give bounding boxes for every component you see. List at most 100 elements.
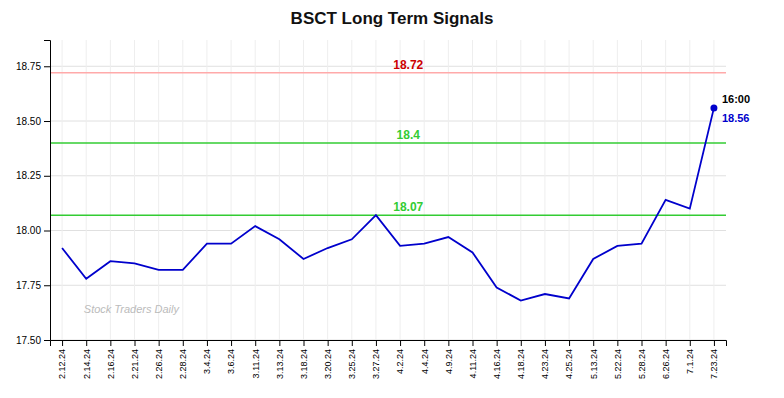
grid-line-x	[713, 40, 714, 340]
x-tick-mark	[617, 340, 618, 346]
x-tick: 3.4.24	[202, 340, 212, 374]
x-tick: 5.13.24	[589, 340, 599, 379]
x-tick-mark	[352, 340, 353, 346]
x-tick: 4.23.24	[540, 340, 550, 379]
x-tick-label: 7.23.24	[709, 349, 719, 379]
x-tick-mark	[666, 340, 667, 346]
x-tick: 4.9.24	[444, 340, 454, 374]
grid-line-y	[50, 175, 726, 176]
y-axis-line	[44, 41, 51, 341]
x-tick-mark	[569, 340, 570, 346]
x-tick-mark	[473, 340, 474, 346]
y-tick-mark	[44, 231, 50, 232]
x-tick-label: 4.25.24	[564, 349, 574, 379]
grid-line-x	[593, 40, 594, 340]
x-tick-mark	[135, 340, 136, 346]
x-tick-label: 4.2.24	[395, 349, 405, 374]
x-tick-mark	[376, 340, 377, 346]
x-tick: 3.18.24	[299, 340, 309, 379]
x-tick: 2.14.24	[82, 340, 92, 379]
grid-line-x	[182, 40, 183, 340]
x-tick-label: 5.22.24	[613, 349, 623, 379]
x-tick: 4.25.24	[564, 340, 574, 379]
reference-line	[50, 72, 726, 74]
x-tick-label: 4.23.24	[540, 349, 550, 379]
grid-line-x	[448, 40, 449, 340]
x-tick: 2.12.24	[57, 340, 67, 379]
grid-line-x	[351, 40, 352, 340]
x-tick: 7.23.24	[709, 340, 719, 379]
x-tick-label: 3.18.24	[299, 349, 309, 379]
x-tick-label: 4.4.24	[420, 349, 430, 374]
grid-line-x	[231, 40, 232, 340]
x-tick-label: 7.1.24	[685, 349, 695, 374]
x-axis: 2.12.24 2.14.24 2.16.24 2.21.24 2.26.24 2.28.…	[51, 340, 727, 379]
y-tick: 18.75	[16, 61, 50, 72]
x-tick-mark	[183, 340, 184, 346]
x-tick-mark	[86, 340, 87, 346]
x-tick-label: 5.13.24	[589, 349, 599, 379]
grid-line-x	[472, 40, 473, 340]
y-tick-mark	[44, 340, 50, 341]
grid-line-x	[617, 40, 618, 340]
x-tick-mark	[207, 340, 208, 346]
x-tick-mark	[448, 340, 449, 346]
grid-line-x	[569, 40, 570, 340]
x-tick-mark	[424, 340, 425, 346]
x-tick-mark	[593, 340, 594, 346]
grid-line-x	[303, 40, 304, 340]
x-tick: 4.4.24	[420, 340, 430, 374]
title: BSCT Long Term Signals	[291, 9, 494, 28]
y-tick-label: 18.50	[16, 116, 41, 127]
x-tick: 2.28.24	[178, 340, 188, 379]
last-point	[710, 104, 717, 111]
x-tick-mark	[231, 340, 232, 346]
x-tick-mark	[110, 340, 111, 346]
x-tick: 4.18.24	[516, 340, 526, 379]
x-tick: 4.2.24	[395, 340, 405, 374]
grid-line-x	[279, 40, 280, 340]
y-tick-label: 17.75	[16, 280, 41, 291]
grid	[50, 40, 726, 340]
x-tick-label: 2.26.24	[154, 349, 164, 379]
x-tick-label: 5.28.24	[637, 349, 647, 379]
chart: 2.12.24 2.14.24 2.16.24 2.21.24 2.26.24 2.28.…	[0, 0, 784, 398]
watermark: Stock Traders Daily	[84, 303, 181, 315]
y-tick: 18.50	[16, 116, 50, 127]
x-tick-label: 2.16.24	[106, 349, 116, 379]
y-tick: 18.00	[16, 225, 50, 236]
x-tick-mark	[545, 340, 546, 346]
x-tick: 2.21.24	[130, 340, 140, 379]
grid-line-x	[689, 40, 690, 340]
x-tick: 3.25.24	[347, 340, 357, 379]
x-tick-label: 6.26.24	[661, 349, 671, 379]
x-tick: 3.13.24	[275, 340, 285, 379]
x-tick-label: 4.11.24	[468, 349, 478, 378]
x-tick-mark	[304, 340, 305, 346]
grid-line-x	[110, 40, 111, 340]
x-tick: 5.28.24	[637, 340, 647, 379]
x-tick: 4.11.24	[468, 340, 478, 378]
grid-line-x	[206, 40, 207, 340]
x-tick-label: 2.28.24	[178, 349, 188, 379]
reference-line	[50, 142, 726, 144]
grid-line-y	[50, 66, 726, 67]
x-tick: 3.11.24	[251, 340, 261, 378]
grid-line-x	[400, 40, 401, 340]
last-price-label: 18.56	[722, 112, 750, 124]
x-tick-mark	[714, 340, 715, 346]
y-tick-mark	[44, 66, 50, 67]
x-tick-mark	[328, 340, 329, 346]
x-tick-label: 4.18.24	[516, 349, 526, 379]
x-tick: 2.26.24	[154, 340, 164, 379]
y-tick: 17.50	[16, 335, 50, 346]
x-tick-label: 3.20.24	[323, 349, 333, 379]
y-tick-mark	[44, 285, 50, 286]
grid-line-x	[327, 40, 328, 340]
y-tick: 17.75	[16, 280, 50, 291]
reference-label: 18.07	[393, 200, 423, 214]
y-axis: 17.5017.7518.0018.2518.5018.75	[16, 41, 51, 346]
x-tick-mark	[255, 340, 256, 346]
y-tick-mark	[44, 176, 50, 177]
grid-line-y	[50, 285, 726, 286]
